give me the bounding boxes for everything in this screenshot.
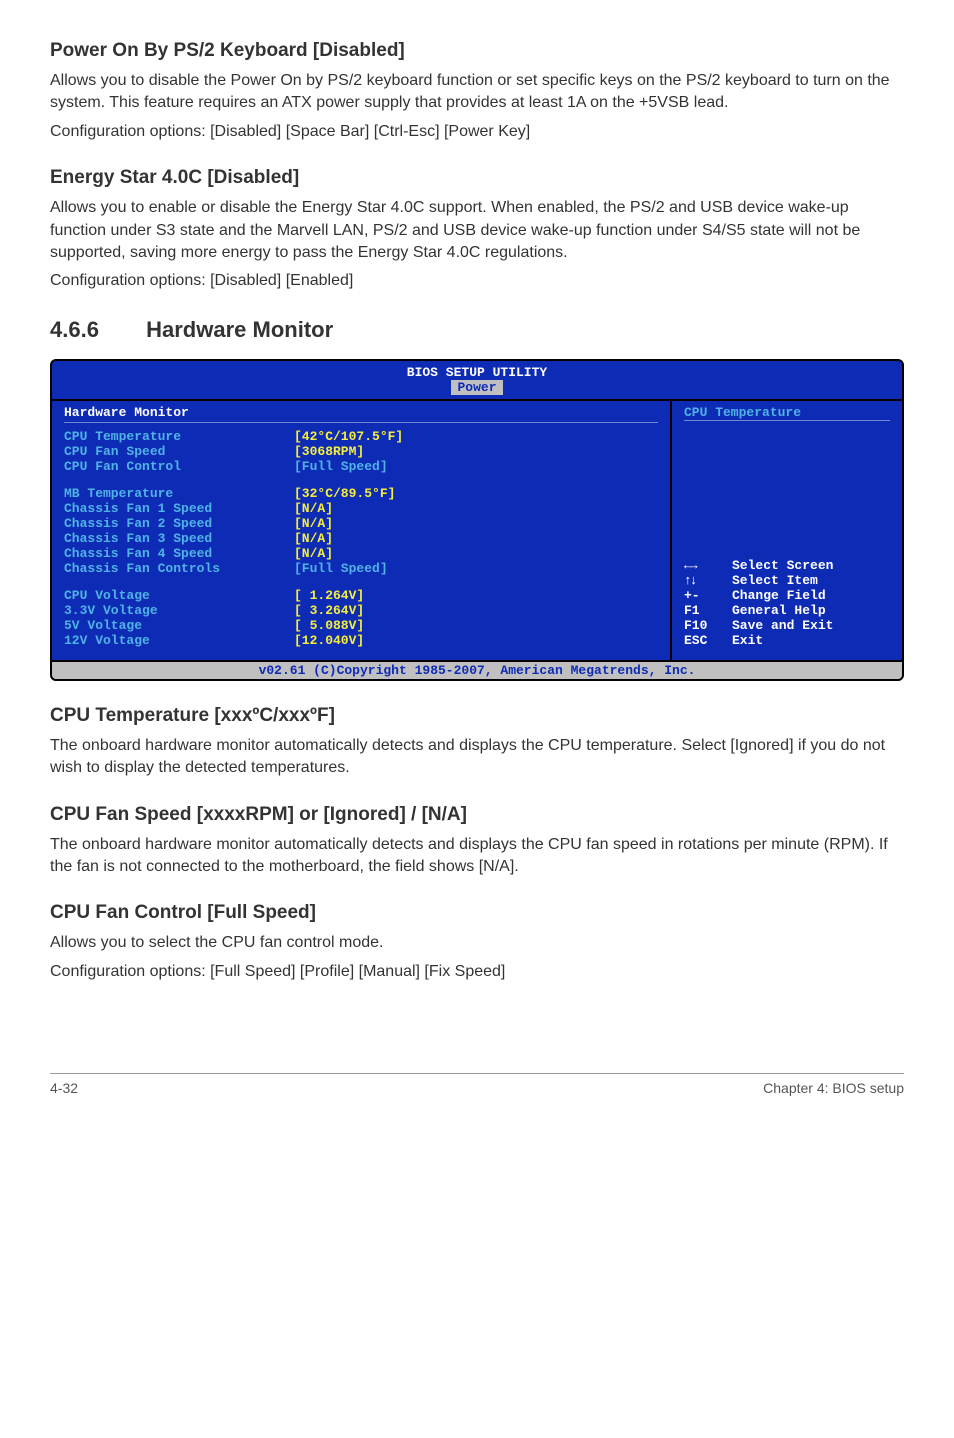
heading-cpu-fan-speed: CPU Fan Speed [xxxxRPM] or [Ignored] / […: [50, 804, 904, 826]
bios-nav-row: ESCExit: [684, 633, 890, 648]
bios-row-value: [Full Speed]: [294, 561, 388, 576]
heading-number: 4.6.6: [50, 317, 140, 343]
section-energy-star: Energy Star 4.0C [Disabled] Allows you t…: [50, 167, 904, 293]
bios-row[interactable]: CPU Fan Control[Full Speed]: [64, 459, 658, 474]
bios-nav-key: F10: [684, 618, 732, 633]
page-number: 4-32: [50, 1080, 78, 1096]
bios-nav-label: Exit: [732, 633, 763, 648]
bios-row-label: CPU Fan Control: [64, 459, 294, 474]
bios-group-1: CPU Temperature[42°C/107.5°F]CPU Fan Spe…: [64, 429, 658, 474]
heading-hardware-monitor: 4.6.6 Hardware Monitor: [50, 317, 904, 343]
text-power-on-ps2-1: Allows you to disable the Power On by PS…: [50, 70, 904, 115]
bios-row-value: [12.040V]: [294, 633, 364, 648]
bios-row-label: Chassis Fan 1 Speed: [64, 501, 294, 516]
bios-title: BIOS SETUP UTILITY: [52, 361, 902, 380]
bios-row[interactable]: Chassis Fan 1 Speed[N/A]: [64, 501, 658, 516]
bios-nav-row: ↑↓Select Item: [684, 573, 890, 588]
section-power-on-ps2: Power On By PS/2 Keyboard [Disabled] All…: [50, 40, 904, 143]
text-cpu-fan-control-2: Configuration options: [Full Speed] [Pro…: [50, 961, 904, 983]
bios-row-label: CPU Fan Speed: [64, 444, 294, 459]
bios-row-value: [N/A]: [294, 501, 333, 516]
bios-row[interactable]: 3.3V Voltage[ 3.264V]: [64, 603, 658, 618]
section-cpu-temperature: CPU Temperature [xxxºC/xxxºF] The onboar…: [50, 705, 904, 780]
bios-left-title: Hardware Monitor: [64, 405, 658, 420]
text-cpu-fan-control-1: Allows you to select the CPU fan control…: [50, 932, 904, 954]
bios-nav-row: F10Save and Exit: [684, 618, 890, 633]
bios-nav-label: Change Field: [732, 588, 826, 603]
bios-nav-row: F1General Help: [684, 603, 890, 618]
bios-nav-label: Save and Exit: [732, 618, 833, 633]
bios-main: Hardware Monitor CPU Temperature[42°C/10…: [52, 399, 902, 660]
bios-row-label: Chassis Fan 4 Speed: [64, 546, 294, 561]
chapter-label: Chapter 4: BIOS setup: [763, 1080, 904, 1096]
bios-row-label: 12V Voltage: [64, 633, 294, 648]
bios-row-label: Chassis Fan 3 Speed: [64, 531, 294, 546]
bios-nav-row: +- Change Field: [684, 588, 890, 603]
bios-left-pane: Hardware Monitor CPU Temperature[42°C/10…: [52, 401, 672, 660]
bios-row[interactable]: Chassis Fan 3 Speed[N/A]: [64, 531, 658, 546]
bios-row[interactable]: Chassis Fan 4 Speed[N/A]: [64, 546, 658, 561]
bios-row[interactable]: CPU Voltage[ 1.264V]: [64, 588, 658, 603]
bios-nav-label: Select Item: [732, 573, 818, 588]
bios-nav-label: Select Screen: [732, 558, 833, 573]
heading-cpu-fan-control: CPU Fan Control [Full Speed]: [50, 902, 904, 924]
bios-row[interactable]: CPU Temperature[42°C/107.5°F]: [64, 429, 658, 444]
bios-row-label: Chassis Fan Controls: [64, 561, 294, 576]
bios-row-value: [ 1.264V]: [294, 588, 364, 603]
bios-row-value: [N/A]: [294, 516, 333, 531]
bios-nav-row: ←→Select Screen: [684, 558, 890, 573]
bios-row-label: Chassis Fan 2 Speed: [64, 516, 294, 531]
bios-row-label: 3.3V Voltage: [64, 603, 294, 618]
bios-nav-key: ESC: [684, 633, 732, 648]
page-footer: 4-32 Chapter 4: BIOS setup: [50, 1073, 904, 1096]
bios-row-label: MB Temperature: [64, 486, 294, 501]
bios-row[interactable]: MB Temperature[32°C/89.5°F]: [64, 486, 658, 501]
bios-row[interactable]: Chassis Fan Controls[Full Speed]: [64, 561, 658, 576]
bios-row[interactable]: 12V Voltage[12.040V]: [64, 633, 658, 648]
bios-row-label: CPU Voltage: [64, 588, 294, 603]
bios-row-value: [N/A]: [294, 531, 333, 546]
bios-divider: [684, 420, 890, 421]
text-cpu-fan-speed: The onboard hardware monitor automatical…: [50, 834, 904, 879]
text-energy-star-1: Allows you to enable or disable the Ener…: [50, 197, 904, 264]
heading-cpu-temperature: CPU Temperature [xxxºC/xxxºF]: [50, 705, 904, 727]
bios-row-value: [ 3.264V]: [294, 603, 364, 618]
heading-energy-star: Energy Star 4.0C [Disabled]: [50, 167, 904, 189]
heading-power-on-ps2: Power On By PS/2 Keyboard [Disabled]: [50, 40, 904, 62]
bios-row-value: [32°C/89.5°F]: [294, 486, 395, 501]
bios-divider: [64, 422, 658, 423]
bios-row-value: [42°C/107.5°F]: [294, 429, 403, 444]
bios-tabbar: Power: [52, 380, 902, 399]
bios-row-label: CPU Temperature: [64, 429, 294, 444]
bios-nav-key: F1: [684, 603, 732, 618]
bios-row-label: 5V Voltage: [64, 618, 294, 633]
bios-group-3: CPU Voltage[ 1.264V]3.3V Voltage[ 3.264V…: [64, 588, 658, 648]
bios-screen: BIOS SETUP UTILITY Power Hardware Monito…: [50, 359, 904, 681]
bios-right-pane: CPU Temperature ←→Select Screen↑↓Select …: [672, 401, 902, 660]
text-energy-star-2: Configuration options: [Disabled] [Enabl…: [50, 270, 904, 292]
bios-tab-power[interactable]: Power: [451, 380, 502, 395]
heading-title: Hardware Monitor: [146, 317, 333, 342]
text-power-on-ps2-2: Configuration options: [Disabled] [Space…: [50, 121, 904, 143]
text-cpu-temperature: The onboard hardware monitor automatical…: [50, 735, 904, 780]
bios-nav-key: ←→: [684, 558, 732, 573]
bios-row-value: [Full Speed]: [294, 459, 388, 474]
bios-row-value: [3068RPM]: [294, 444, 364, 459]
bios-help-title: CPU Temperature: [684, 405, 890, 420]
bios-row[interactable]: Chassis Fan 2 Speed[N/A]: [64, 516, 658, 531]
bios-footer: v02.61 (C)Copyright 1985-2007, American …: [52, 660, 902, 679]
bios-row[interactable]: CPU Fan Speed[3068RPM]: [64, 444, 658, 459]
bios-row-value: [N/A]: [294, 546, 333, 561]
bios-nav: ←→Select Screen↑↓Select Item+- Change Fi…: [684, 558, 890, 648]
bios-row[interactable]: 5V Voltage[ 5.088V]: [64, 618, 658, 633]
bios-nav-key: +-: [684, 588, 732, 603]
section-cpu-fan-speed: CPU Fan Speed [xxxxRPM] or [Ignored] / […: [50, 804, 904, 879]
bios-nav-label: General Help: [732, 603, 826, 618]
bios-group-2: MB Temperature[32°C/89.5°F]Chassis Fan 1…: [64, 486, 658, 576]
section-cpu-fan-control: CPU Fan Control [Full Speed] Allows you …: [50, 902, 904, 983]
bios-row-value: [ 5.088V]: [294, 618, 364, 633]
bios-nav-key: ↑↓: [684, 573, 732, 588]
